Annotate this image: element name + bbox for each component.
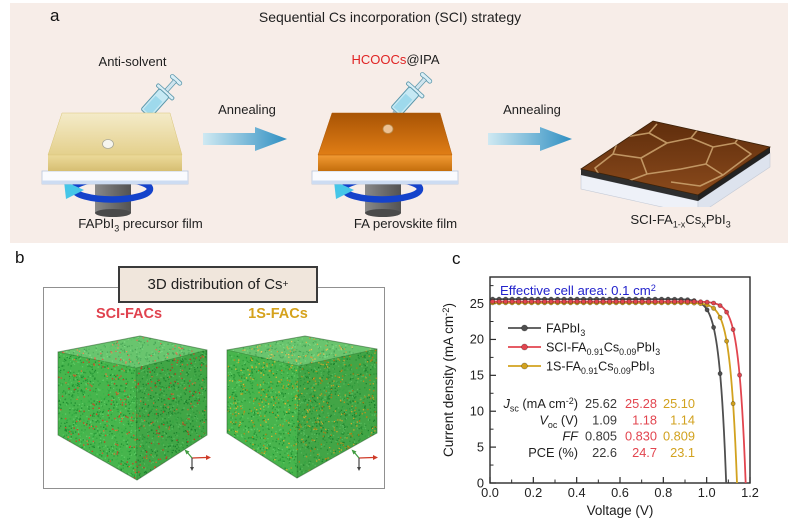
svg-text:1.18: 1.18 bbox=[632, 412, 657, 427]
annealed-film bbox=[579, 120, 772, 207]
svg-text:Voc (V): Voc (V) bbox=[539, 412, 578, 430]
film-3-label: SCI-FA1-xCsxPbI3 bbox=[630, 212, 731, 230]
annealing-label-1: Annealing bbox=[218, 102, 276, 117]
svg-text:Voltage (V): Voltage (V) bbox=[587, 503, 654, 518]
svg-text:0.830: 0.830 bbox=[625, 429, 657, 444]
cube-svg bbox=[226, 335, 378, 479]
svg-text:1.09: 1.09 bbox=[592, 412, 617, 427]
svg-text:25: 25 bbox=[470, 296, 484, 311]
svg-text:0.809: 0.809 bbox=[663, 429, 695, 444]
svg-text:FAPbI3: FAPbI3 bbox=[546, 321, 585, 338]
cube-right-label: 1S-FACs bbox=[248, 306, 308, 322]
svg-text:15: 15 bbox=[470, 368, 484, 383]
svg-text:Jsc (mA cm-2): Jsc (mA cm-2) bbox=[502, 396, 578, 414]
svg-text:1.2: 1.2 bbox=[741, 485, 759, 500]
svg-text:PCE (%): PCE (%) bbox=[528, 445, 578, 460]
cs-distribution-cube-sci bbox=[48, 328, 216, 488]
hcoocs-ipa-label: HCOOCs@IPA bbox=[328, 52, 463, 68]
svg-text:Current density (mA cm-2): Current density (mA cm-2) bbox=[441, 303, 456, 457]
svg-text:0: 0 bbox=[477, 475, 484, 490]
annealing-arrow-icon bbox=[203, 127, 287, 151]
svg-text:10: 10 bbox=[470, 404, 484, 419]
perovskite-film-spincoater bbox=[311, 112, 459, 217]
svg-text:0.0: 0.0 bbox=[481, 485, 499, 500]
svg-text:1.14: 1.14 bbox=[670, 412, 695, 427]
svg-text:0.8: 0.8 bbox=[654, 485, 672, 500]
svg-text:0.4: 0.4 bbox=[568, 485, 586, 500]
svg-text:24.7: 24.7 bbox=[632, 445, 657, 460]
panel-c-letter: c bbox=[452, 249, 461, 268]
svg-text:22.6: 22.6 bbox=[592, 445, 617, 460]
panel-b-letter: b bbox=[15, 248, 25, 267]
jv-chart-svg: 0.0 0.2 0.4 0.6 0.8 1.0 1.2 0 5 10 15 20 25 Voltage (… bbox=[441, 276, 759, 518]
film-2-label: FA perovskite film bbox=[353, 216, 458, 231]
svg-text:1S-FA0.91Cs0.09PbI3: 1S-FA0.91Cs0.09PbI3 bbox=[546, 359, 655, 376]
annealing-arrow-icon bbox=[488, 127, 572, 151]
svg-text:SCI-FA0.91Cs0.09PbI3: SCI-FA0.91Cs0.09PbI3 bbox=[546, 340, 660, 357]
jv-curve-chart: 0.0 0.2 0.4 0.6 0.8 1.0 1.2 0 5 10 15 20 25 Voltage (… bbox=[440, 250, 800, 530]
cube-left-label: SCI-FACs bbox=[95, 306, 163, 322]
anti-solvent-label: Anti-solvent bbox=[98, 54, 167, 69]
cube-svg bbox=[57, 335, 208, 481]
svg-text:FF: FF bbox=[562, 429, 579, 444]
axis-triad-icon bbox=[351, 449, 378, 471]
precursor-film-spincoater bbox=[41, 112, 189, 217]
ipa-text: @IPA bbox=[406, 52, 440, 67]
hcoocs-text: HCOOCs bbox=[351, 52, 407, 67]
svg-text:5: 5 bbox=[477, 439, 484, 454]
panel-b-title: 3D distribution of Cs + bbox=[118, 266, 318, 303]
svg-text:25.62: 25.62 bbox=[585, 396, 617, 411]
svg-text:20: 20 bbox=[470, 332, 484, 347]
syringe-icon bbox=[136, 74, 183, 124]
panel-a-title: Sequential Cs incorporation (SCI) strate… bbox=[258, 9, 522, 25]
axis-triad-icon bbox=[184, 449, 211, 471]
svg-text:25.10: 25.10 bbox=[663, 396, 695, 411]
svg-text:23.1: 23.1 bbox=[670, 445, 695, 460]
annealing-label-2: Annealing bbox=[503, 102, 561, 117]
svg-text:25.28: 25.28 bbox=[625, 396, 657, 411]
svg-text:1.0: 1.0 bbox=[698, 485, 716, 500]
panel-a-letter: a bbox=[50, 6, 60, 25]
svg-text:0.6: 0.6 bbox=[611, 485, 629, 500]
svg-text:0.2: 0.2 bbox=[524, 485, 542, 500]
film-1-label: FAPbI3 precursor film bbox=[78, 216, 203, 234]
svg-text:Effective cell area: 0.1 cm2: Effective cell area: 0.1 cm2 bbox=[500, 283, 656, 298]
syringe-icon bbox=[386, 72, 433, 122]
cs-distribution-cube-1s bbox=[219, 328, 387, 488]
svg-text:0.805: 0.805 bbox=[585, 429, 617, 444]
